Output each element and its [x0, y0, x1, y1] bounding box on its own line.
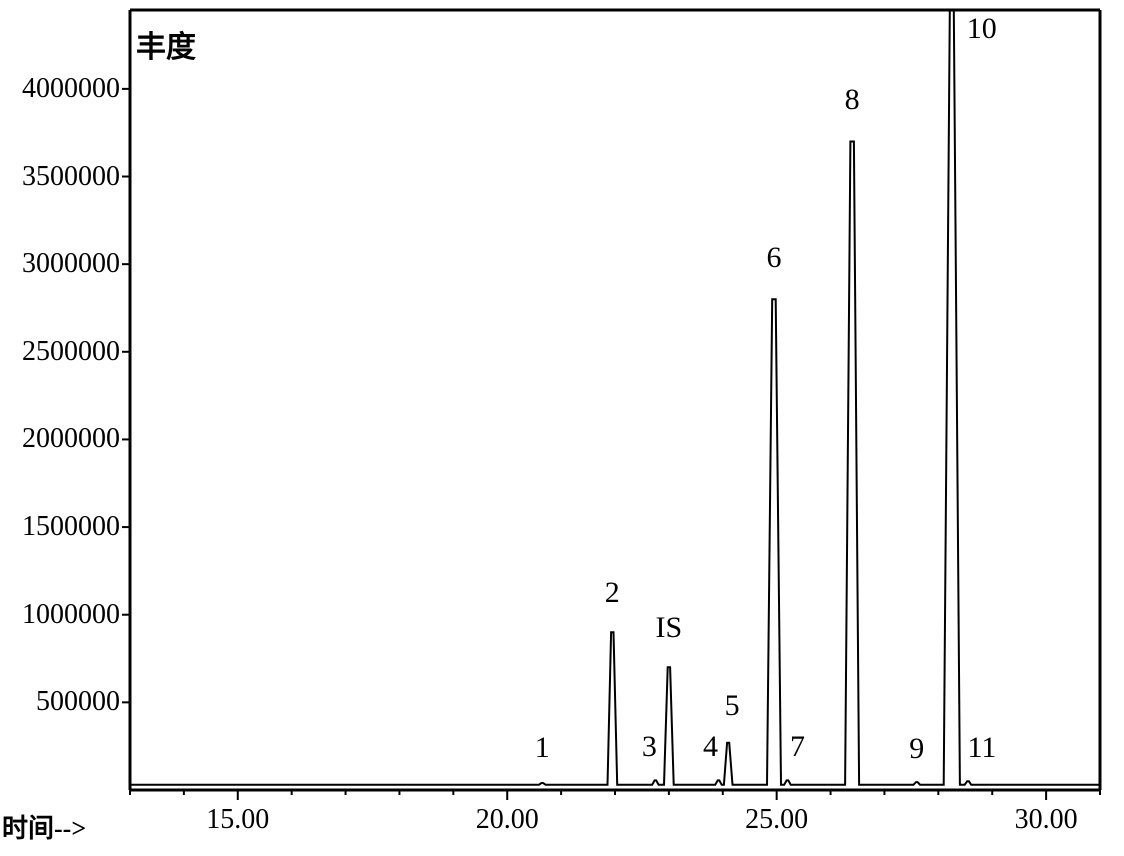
y-tick-label: 3000000 [6, 248, 120, 280]
y-tick-label: 500000 [6, 686, 120, 718]
peak-label-9: 9 [909, 732, 924, 766]
peak-label-10: 10 [967, 12, 997, 46]
y-tick-label: 4000000 [6, 73, 120, 105]
y-tick-label: 1500000 [6, 511, 120, 543]
peak-label-5: 5 [725, 689, 740, 723]
peak-label-11: 11 [968, 731, 997, 765]
x-tick-label: 15.00 [198, 804, 278, 836]
x-tick-label: 30.00 [1006, 804, 1086, 836]
peak-label-3: 3 [642, 730, 657, 764]
x-axis-label: 时间--> [2, 808, 86, 845]
y-tick-label: 3500000 [6, 161, 120, 193]
peak-label-4: 4 [703, 730, 718, 764]
chromatogram-chart: 丰度时间--> 500000 1000000 1500000 2000000 250000… [0, 0, 1124, 856]
peak-label-1: 1 [535, 731, 550, 765]
peak-label-IS: IS [656, 611, 683, 645]
y-tick-label: 2500000 [6, 336, 120, 368]
y-axis-label: 丰度 [136, 22, 196, 66]
y-tick-label: 2000000 [6, 423, 120, 455]
chart-svg [0, 0, 1124, 856]
peak-label-8: 8 [845, 83, 860, 117]
x-tick-label: 25.00 [737, 804, 817, 836]
peak-label-6: 6 [766, 241, 781, 275]
x-tick-label: 20.00 [467, 804, 547, 836]
peak-label-7: 7 [790, 730, 805, 764]
y-tick-label: 1000000 [6, 599, 120, 631]
peak-label-2: 2 [605, 576, 620, 610]
